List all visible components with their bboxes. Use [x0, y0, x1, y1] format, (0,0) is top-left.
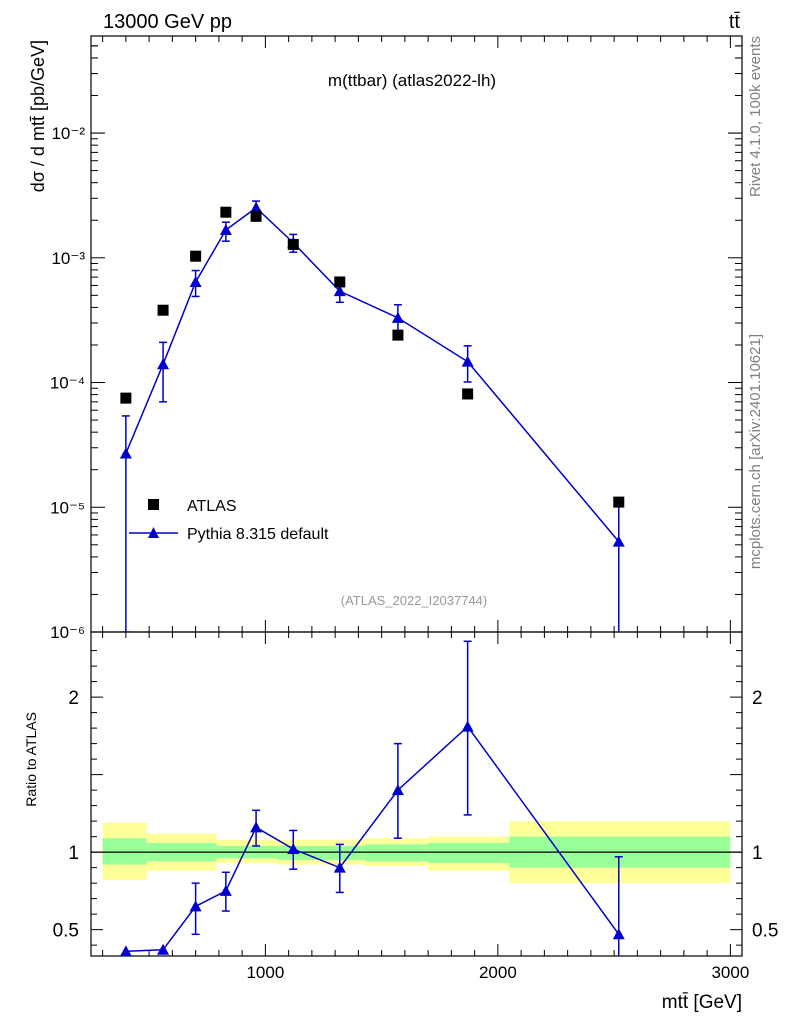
stat-uncertainty-band	[102, 838, 147, 865]
x-axis-label: mtt̄ [GeV]	[662, 992, 742, 1013]
pythia-point	[157, 358, 170, 370]
atlas-point	[190, 250, 202, 262]
mcplots-credit-text: mcplots.cern.ch [arXiv:2401.10621]	[747, 334, 764, 569]
ratio-point	[189, 900, 202, 912]
atlas-point	[613, 496, 625, 508]
atlas-point	[287, 238, 299, 250]
atlas-point	[250, 210, 262, 222]
stat-uncertainty-band	[365, 844, 429, 862]
ratio-point	[391, 784, 404, 796]
pythia-line	[125, 206, 620, 543]
main-panel-axes: 10⁻⁶ 10⁻⁵ 10⁻⁴ 10⁻³ 10⁻²	[50, 35, 743, 642]
atlas-point	[392, 329, 404, 341]
pythia-point	[219, 224, 232, 236]
legend: ATLAS Pythia 8.315 default	[129, 498, 329, 543]
pythia-point	[189, 275, 202, 287]
pythia-point	[612, 535, 625, 547]
stat-uncertainty-band	[277, 845, 366, 860]
ratio-panel-axes: 1000 2000 3000 0.5 0.5 1 1 2 2	[53, 631, 778, 982]
legend-pythia-marker	[148, 527, 159, 538]
y-tick-label: 10⁻⁵	[50, 498, 85, 517]
y-tick-label: 10⁻³	[51, 249, 85, 268]
ratio-point	[219, 884, 232, 896]
pythia-point	[119, 447, 132, 459]
pythia-point	[391, 311, 404, 323]
legend-pythia-label: Pythia 8.315 default	[187, 526, 329, 543]
ratio-point	[250, 821, 263, 833]
x-tick-label: 3000	[711, 963, 749, 982]
y-tick-label: 2	[68, 688, 79, 709]
ratio-y-axis-label: Ratio to ATLAS	[23, 712, 39, 807]
plot-title: m(ttbar) (atlas2022-lh)	[328, 71, 496, 90]
ratio-point	[120, 945, 132, 956]
process-label: tt̄	[729, 11, 741, 33]
ratio-point	[157, 943, 170, 955]
y-tick-label: 10⁻⁶	[50, 623, 85, 642]
rivet-version-text: Rivet 4.1.0, 100k events	[747, 36, 764, 197]
pythia-point	[461, 355, 474, 367]
x-tick-label: 1000	[246, 963, 284, 982]
ratio-panel-frame	[90, 631, 743, 957]
y-tick-label-right: 0.5	[752, 921, 778, 942]
ratio-line	[125, 725, 620, 953]
ratio-point	[287, 843, 300, 855]
x-tick-label: 2000	[479, 963, 517, 982]
atlas-point	[157, 304, 169, 316]
atlas-point	[220, 206, 232, 218]
y-tick-label: 10⁻⁴	[50, 374, 85, 393]
y-tick-label-right: 1	[752, 843, 763, 864]
stat-uncertainty-band	[428, 842, 510, 863]
ratio-panel-data	[120, 640, 625, 956]
analysis-id: (ATLAS_2022_I2037744)	[341, 593, 487, 608]
atlas-point	[334, 276, 346, 288]
atlas-point	[120, 392, 132, 404]
main-panel-data	[119, 200, 625, 632]
y-tick-label-right: 2	[752, 688, 763, 709]
ratio-point	[612, 928, 625, 940]
y-tick-label: 0.5	[53, 921, 79, 942]
pythia-point	[333, 285, 346, 297]
y-tick-label: 10⁻²	[51, 124, 85, 143]
legend-atlas-marker	[148, 499, 159, 510]
atlas-point	[462, 388, 474, 400]
main-y-axis-label: dσ / d mtt̄ [pb/GeV]	[28, 40, 48, 192]
ratio-point	[333, 861, 346, 873]
pythia-point	[250, 201, 263, 213]
legend-atlas-label: ATLAS	[187, 498, 237, 515]
y-tick-label: 1	[68, 843, 79, 864]
ratio-point	[461, 720, 474, 732]
energy-label: 13000 GeV pp	[103, 11, 232, 33]
